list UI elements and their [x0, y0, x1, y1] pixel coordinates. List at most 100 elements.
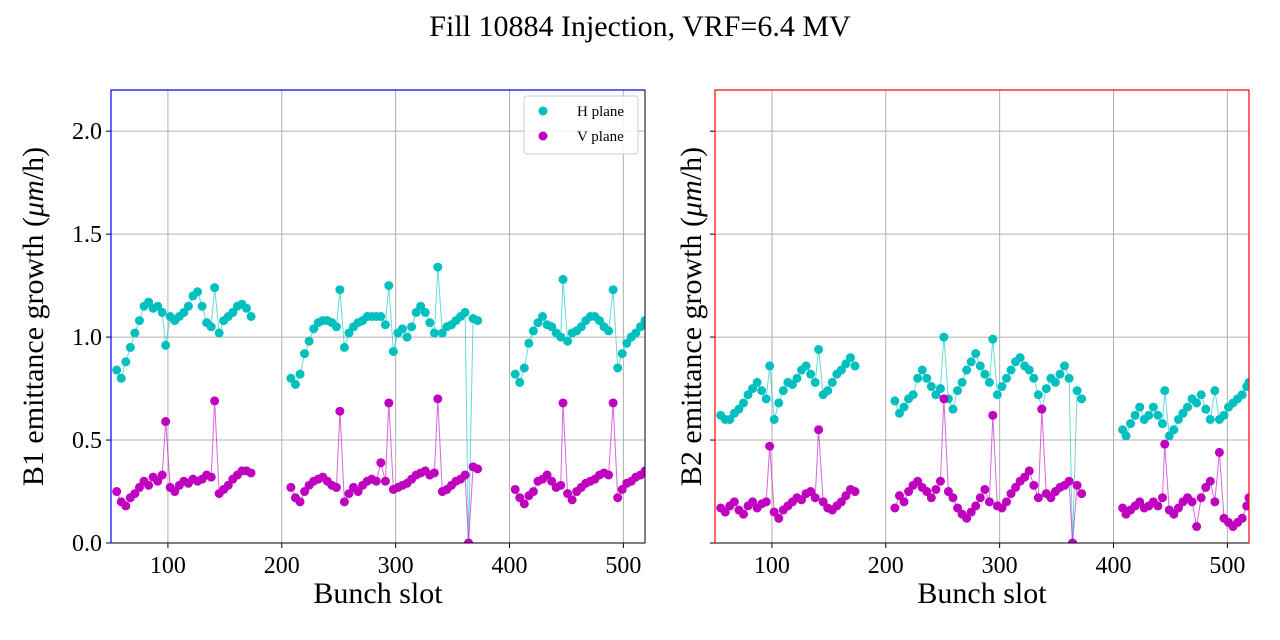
v-plane-point: [547, 476, 557, 486]
v-plane-point: [1196, 493, 1206, 503]
x-tick-label: 500: [605, 553, 641, 579]
x-axis-label: Bunch slot: [917, 577, 1047, 610]
y-axis-label: B2 emittance growth (μm/h): [675, 147, 708, 486]
v-plane-point: [948, 493, 958, 503]
h-plane-point: [806, 369, 816, 379]
h-plane-point: [810, 377, 820, 387]
h-plane-point: [608, 285, 618, 295]
h-plane-point: [533, 318, 543, 328]
h-plane-point: [1024, 365, 1034, 375]
v-plane-point: [210, 396, 220, 406]
v-plane-point: [161, 417, 171, 427]
h-plane-point: [214, 328, 224, 338]
v-plane-point: [542, 470, 552, 480]
v-plane-point: [556, 480, 566, 490]
h-plane-point: [1072, 386, 1082, 396]
h-plane-point: [604, 326, 614, 336]
v-plane-point: [331, 482, 341, 492]
v-plane-point: [1006, 489, 1016, 499]
h-plane-point: [556, 332, 566, 342]
v-plane-point: [1068, 538, 1078, 543]
h-plane-point: [134, 316, 144, 326]
h-plane-point: [407, 322, 417, 332]
v-plane-point: [335, 406, 345, 416]
h-plane-point: [206, 322, 216, 332]
h-plane-point: [563, 336, 573, 346]
v-plane-point: [1077, 489, 1087, 499]
x-tick-label: 200: [264, 553, 300, 579]
x-axis-label: Bunch slot: [313, 577, 443, 610]
h-plane-point: [1033, 390, 1043, 400]
v-plane-point: [300, 487, 310, 497]
h-plane-point: [295, 369, 305, 379]
h-plane-point: [1153, 410, 1163, 420]
h-plane-point: [640, 316, 645, 326]
h-plane-point: [1173, 414, 1183, 424]
h-plane-point: [384, 281, 394, 291]
v-plane-point: [1001, 497, 1011, 507]
h-plane-point: [613, 363, 623, 373]
h-plane-point: [402, 332, 412, 342]
v-plane-point: [1210, 497, 1220, 507]
plot-content: [716, 332, 1249, 543]
h-plane-point: [948, 404, 958, 414]
v-plane-point: [295, 497, 305, 507]
h-plane-point: [179, 307, 189, 317]
h-plane-point: [1126, 419, 1136, 429]
legend-label: V plane: [577, 129, 624, 145]
h-plane-point: [335, 285, 345, 295]
h-plane-point: [197, 301, 207, 311]
h-plane-point: [125, 342, 135, 352]
h-plane-point: [510, 369, 520, 379]
legend-marker: [538, 131, 548, 141]
v-plane-point: [890, 503, 900, 513]
v-plane-point: [1187, 497, 1197, 507]
y-axis-label-tail: /h): [675, 147, 708, 180]
h-plane-point: [1001, 373, 1011, 383]
h-plane-point: [429, 328, 439, 338]
h-plane-point: [774, 398, 784, 408]
h-plane-point: [1135, 402, 1145, 412]
h-plane-point: [153, 301, 163, 311]
x-tick-label: 400: [492, 553, 528, 579]
v-plane-point: [1153, 501, 1163, 511]
v-plane-point: [1024, 466, 1034, 476]
h-plane-point: [528, 326, 538, 336]
h-plane-point: [1060, 361, 1070, 371]
h-plane-point: [836, 365, 846, 375]
h-plane-point: [971, 349, 981, 359]
v-plane-point: [926, 493, 936, 503]
h-plane-point: [975, 361, 985, 371]
v-plane-point: [121, 501, 131, 511]
h-plane-point: [617, 349, 627, 359]
h-plane-point: [850, 361, 860, 371]
h-plane-point: [765, 361, 775, 371]
h-plane-point: [228, 307, 238, 317]
v-plane-point: [980, 484, 990, 494]
h-plane-point: [594, 316, 604, 326]
v-plane-point: [922, 487, 932, 497]
h-plane-point: [116, 373, 126, 383]
h-plane-point: [778, 386, 788, 396]
h-plane-point: [748, 384, 758, 394]
h-plane-point: [515, 377, 525, 387]
v-plane-point: [371, 476, 381, 486]
v-plane-point: [510, 484, 520, 494]
b1-panel: 100 200 300 400 500 0.0 0.5 1.0 1.5 2.0 Bunch slot…: [17, 89, 646, 610]
h-plane-point: [420, 307, 430, 317]
v-plane-point: [1135, 497, 1145, 507]
h-plane-point: [425, 318, 435, 328]
h-plane-point: [953, 386, 963, 396]
h-plane-point: [622, 338, 632, 348]
x-tick-label: 100: [754, 553, 790, 579]
v-plane-point: [519, 499, 529, 509]
v-plane-point: [1214, 447, 1224, 457]
v-plane-point: [144, 480, 154, 490]
h-plane-point: [769, 414, 779, 424]
h-plane-point: [1196, 390, 1206, 400]
v-plane-point: [528, 487, 538, 497]
v-plane-point: [640, 466, 645, 476]
h-plane-point: [183, 301, 193, 311]
h-plane-point: [473, 316, 483, 326]
